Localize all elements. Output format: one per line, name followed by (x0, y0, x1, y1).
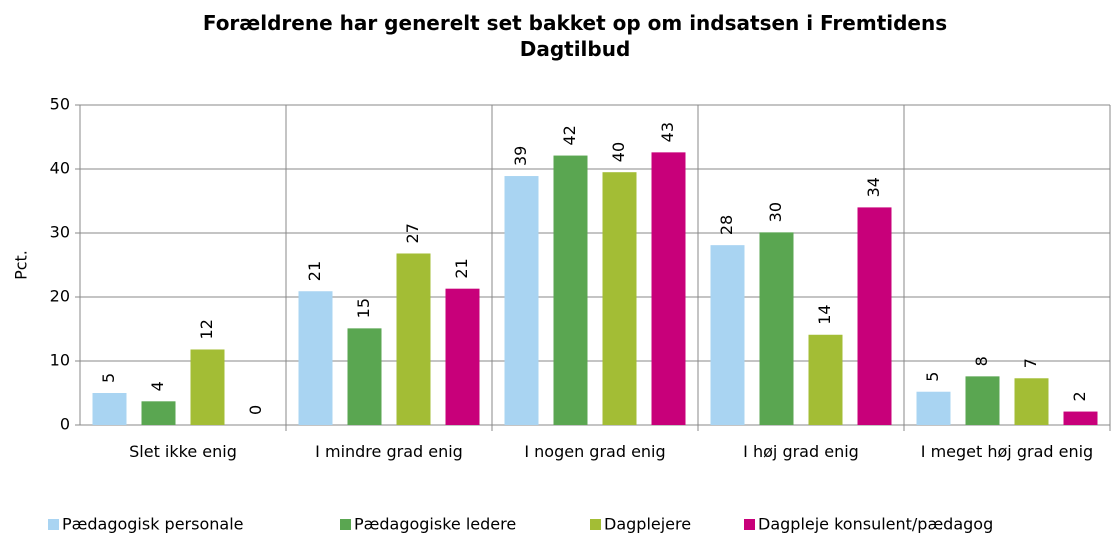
y-tick-label: 0 (60, 415, 70, 434)
legend-swatch (48, 519, 59, 530)
bar (504, 176, 539, 425)
legend-label: Dagplejere (604, 515, 691, 534)
bar (445, 288, 480, 425)
chart-title: Forældrene har generelt set bakket op om… (202, 11, 948, 61)
bar (808, 334, 843, 425)
data-label: 21 (305, 261, 324, 281)
bar (710, 245, 745, 425)
bar (1014, 378, 1049, 425)
y-tick-label: 50 (50, 95, 70, 114)
bar (553, 155, 588, 425)
bar (190, 349, 225, 425)
data-label: 14 (815, 304, 834, 324)
data-label: 34 (864, 177, 883, 197)
data-label: 30 (766, 202, 785, 222)
bar (651, 152, 686, 426)
legend-label: Pædagogisk personale (62, 515, 244, 534)
y-tick-label: 10 (50, 351, 70, 370)
bar (347, 328, 382, 425)
data-label: 43 (658, 122, 677, 142)
data-label: 21 (452, 258, 471, 278)
legend-swatch (340, 519, 351, 530)
data-label: 2 (1070, 391, 1089, 401)
data-label: 5 (99, 373, 118, 383)
data-label: 0 (246, 405, 265, 415)
data-label: 39 (511, 146, 530, 166)
x-tick-label: I meget høj grad enig (920, 442, 1094, 461)
y-tick-label: 30 (50, 223, 70, 242)
bar (298, 291, 333, 425)
data-label: 42 (560, 125, 579, 145)
data-label: 5 (923, 372, 942, 382)
y-tick-label: 20 (50, 287, 70, 306)
x-tick-label: Slet ikke enig (129, 442, 237, 461)
legend-swatch (744, 519, 755, 530)
data-label: 28 (717, 215, 736, 235)
bar (1063, 411, 1098, 425)
x-tick-label: I høj grad enig (743, 442, 859, 461)
data-label: 7 (1021, 358, 1040, 368)
bar (141, 401, 176, 425)
data-label: 4 (148, 381, 167, 391)
legend-swatch (590, 519, 601, 530)
data-label: 40 (609, 142, 628, 162)
bar (916, 391, 951, 425)
bar (92, 393, 127, 425)
data-label: 12 (197, 319, 216, 339)
x-tick-label: I nogen grad enig (524, 442, 666, 461)
y-axis-label: Pct. (12, 250, 31, 280)
bar (857, 207, 892, 425)
data-label: 8 (972, 356, 991, 366)
data-label: 27 (403, 223, 422, 243)
bar (602, 172, 637, 425)
bar (396, 253, 431, 425)
x-tick-label: I mindre grad enig (315, 442, 463, 461)
bar (965, 376, 1000, 425)
bar (759, 232, 794, 425)
legend-label: Dagpleje konsulent/pædagog (758, 515, 993, 534)
legend-label: Pædagogiske ledere (354, 515, 516, 534)
data-label: 15 (354, 298, 373, 318)
y-tick-label: 40 (50, 159, 70, 178)
